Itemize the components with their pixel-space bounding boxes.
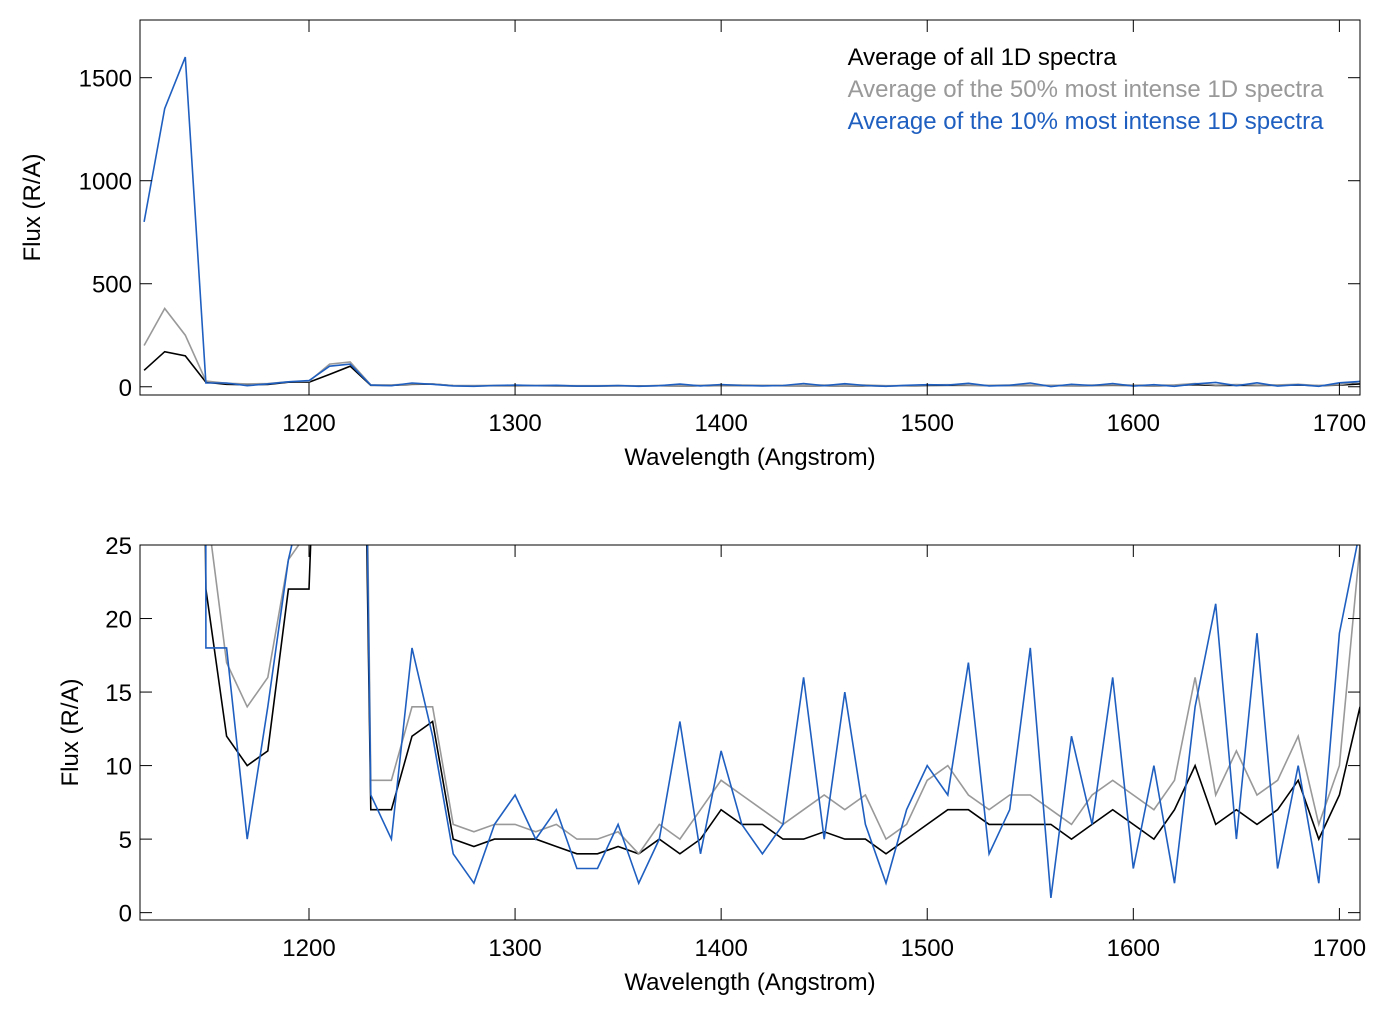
x-tick-label: 1700 [1313, 410, 1366, 437]
y-axis-label: Flux (R/A) [57, 679, 84, 787]
x-tick-label: 1500 [901, 935, 954, 962]
y-axis-label: Flux (R/A) [19, 154, 46, 262]
x-tick-label: 1200 [282, 410, 335, 437]
series-line [204, 545, 1360, 855]
y-tick-label: 500 [92, 272, 132, 299]
x-tick-label: 1200 [282, 935, 335, 962]
plot-frame [139, 544, 1361, 921]
x-tick-label: 1500 [901, 410, 954, 437]
y-tick-label: 5 [119, 827, 132, 854]
series-line [210, 545, 1360, 856]
y-tick-label: 25 [105, 533, 132, 560]
y-tick-label: 15 [105, 680, 132, 707]
x-axis-label: Wavelength (Angstrom) [624, 969, 875, 996]
legend-entry: Average of the 50% most intense 1D spect… [848, 76, 1324, 103]
x-axis-label: Wavelength (Angstrom) [624, 444, 875, 471]
y-tick-label: 0 [119, 901, 132, 928]
y-tick-label: 20 [105, 607, 132, 634]
plot-frame [139, 19, 1361, 396]
y-tick-label: 10 [105, 754, 132, 781]
y-tick-label: 0 [119, 375, 132, 402]
series-line [205, 545, 1358, 899]
series-line [143, 307, 1360, 387]
y-tick-label: 1000 [79, 169, 132, 196]
x-tick-label: 1300 [488, 410, 541, 437]
x-tick-label: 1400 [694, 410, 747, 437]
legend-entry: Average of the 10% most intense 1D spect… [848, 108, 1324, 135]
x-tick-label: 1700 [1313, 935, 1366, 962]
legend-entry: Average of all 1D spectra [848, 44, 1118, 71]
x-tick-label: 1300 [488, 935, 541, 962]
x-tick-label: 1600 [1107, 410, 1160, 437]
y-tick-label: 1500 [79, 66, 132, 93]
x-tick-label: 1600 [1107, 935, 1160, 962]
series-line [143, 56, 1360, 388]
x-tick-label: 1400 [694, 935, 747, 962]
